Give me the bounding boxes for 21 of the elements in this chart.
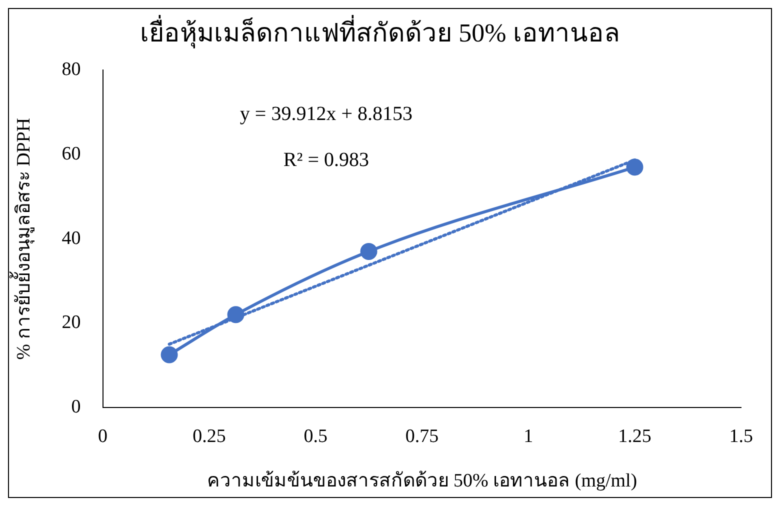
y-tick-label: 40 bbox=[62, 228, 81, 249]
x-tick-label: 1.25 bbox=[618, 426, 652, 447]
x-tick-label: 0.75 bbox=[405, 426, 439, 447]
annotation: R² = 0.983 bbox=[283, 149, 370, 172]
y-tick-label: 80 bbox=[62, 59, 81, 80]
x-tick-label: 0 bbox=[98, 426, 108, 447]
y-tick-label: 60 bbox=[62, 143, 81, 164]
annotation: y = 39.912x + 8.8153 bbox=[240, 103, 412, 126]
point bbox=[227, 306, 244, 324]
x-tick-label: 1 bbox=[524, 426, 534, 447]
x-tick-label: 0.25 bbox=[192, 426, 226, 447]
x-tick-label: 1.5 bbox=[729, 426, 753, 447]
chart-title: เยื่อหุ้มเมล็ดกาแฟที่สกัดด้วย 50% เอทานอล bbox=[140, 14, 620, 48]
y-tick-label: 0 bbox=[71, 396, 81, 418]
point bbox=[360, 242, 378, 260]
point bbox=[626, 158, 644, 176]
x-tick-label: 0.5 bbox=[304, 426, 328, 447]
point bbox=[160, 346, 178, 364]
y-axis-title: % การยับยั้งอนุมูลอิสระ DPPH bbox=[9, 118, 36, 360]
y-tick-label: 20 bbox=[62, 312, 81, 334]
x-axis-title: ความเข้มข้นของสารสกัดด้วย 50% เอทานอล (mg/ml) bbox=[206, 470, 638, 492]
